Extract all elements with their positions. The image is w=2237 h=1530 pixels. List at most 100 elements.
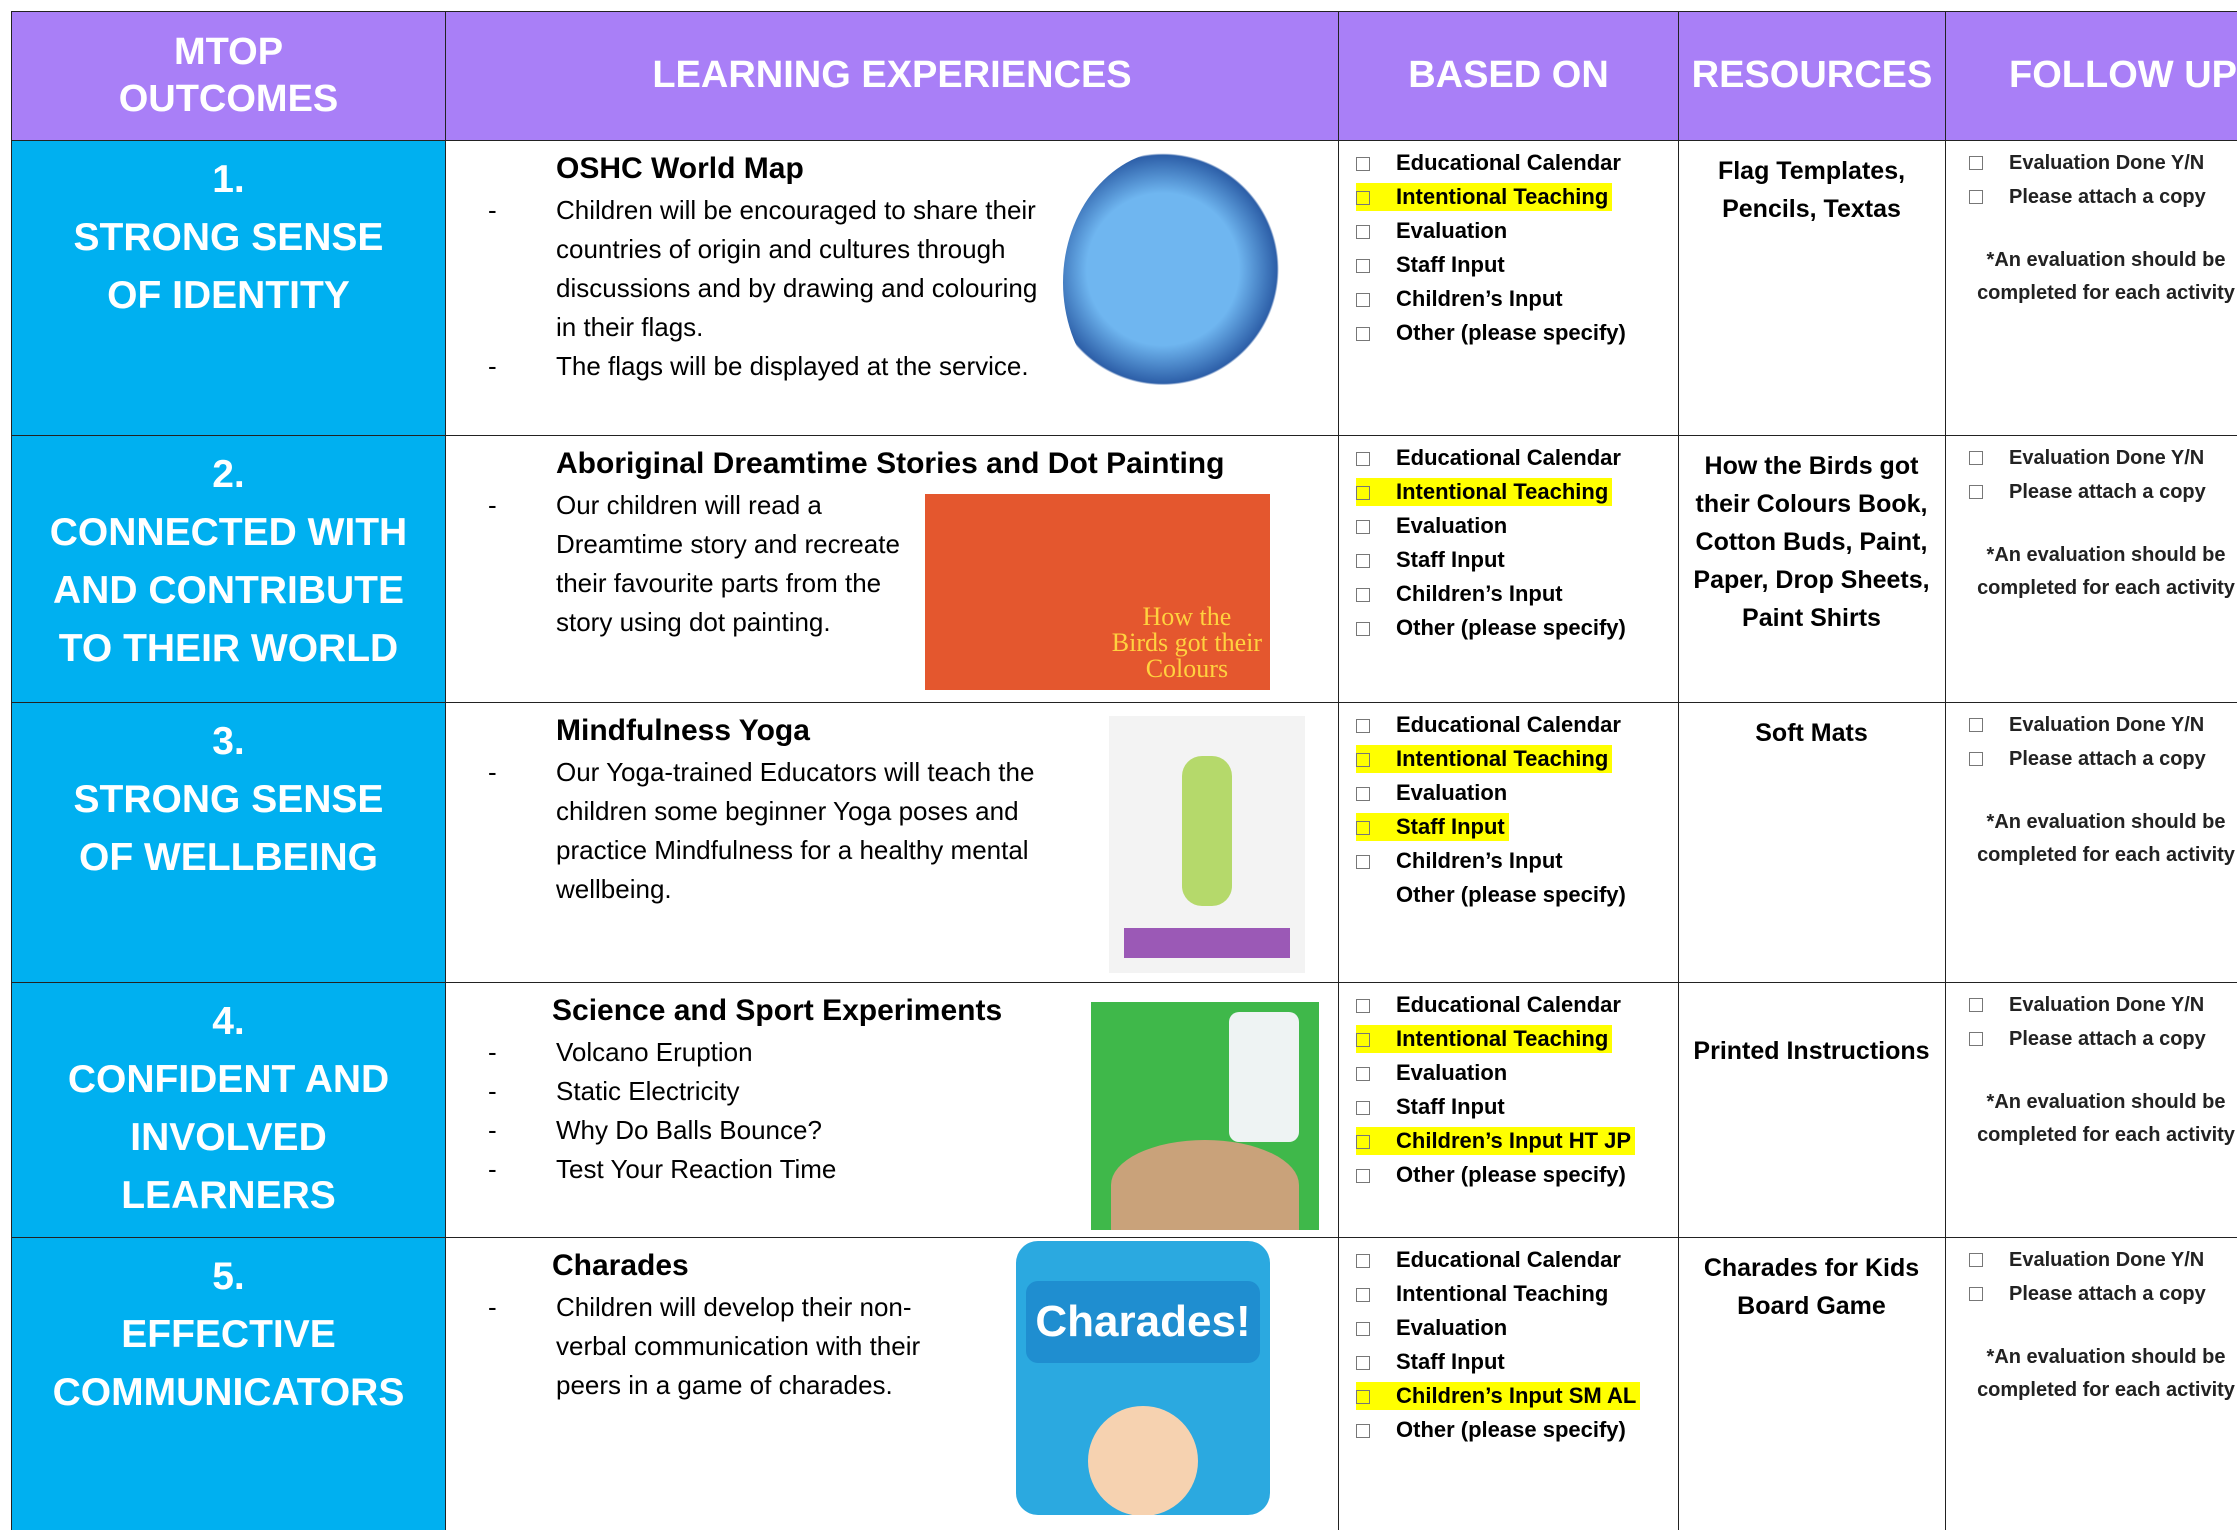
- column-header: BASED ON: [1338, 11, 1679, 141]
- based-on-text: Evaluation: [1396, 513, 1508, 538]
- follow-up-text: Please attach a copy: [2009, 186, 2206, 208]
- checkbox: [1356, 1254, 1370, 1268]
- based-on-text: Evaluation: [1396, 218, 1508, 243]
- checkbox: [1356, 622, 1370, 636]
- based-on-text: Other (please specify): [1396, 1162, 1626, 1187]
- based-on-item: Intentional Teaching: [1356, 745, 1613, 773]
- based-on-text: Educational Calendar: [1396, 712, 1621, 737]
- outcome-cell: 2. CONNECTED WITH AND CONTRIBUTE TO THEIR…: [11, 435, 446, 703]
- based-on-list: Educational Calendar Intentional Teaching…: [1356, 988, 1636, 1192]
- follow-up-item: Please attach a copy: [1969, 742, 2206, 776]
- based-on-item: Other (please specify): [1356, 316, 1626, 350]
- column-header: RESOURCES: [1678, 11, 1946, 141]
- table-cell: [1678, 982, 1946, 1238]
- based-on-text: Children’s Input: [1396, 848, 1563, 873]
- based-on-list: Educational Calendar Intentional Teaching…: [1356, 1243, 1641, 1447]
- based-on-text: Children’s Input SM AL: [1396, 1383, 1637, 1408]
- based-on-text: Staff Input: [1396, 1349, 1505, 1374]
- based-on-text: Intentional Teaching: [1396, 1281, 1609, 1306]
- checkbox: [1356, 293, 1370, 307]
- checkbox: [1356, 1424, 1370, 1438]
- checkbox: [1356, 191, 1370, 205]
- checkbox: [1969, 1253, 1983, 1267]
- based-on-text: Staff Input: [1396, 547, 1505, 572]
- bullet-text: Why Do Balls Bounce?: [556, 1115, 822, 1145]
- based-on-text: Intentional Teaching: [1396, 184, 1609, 209]
- outcome-text: EFFECTIVE COMMUNICATORS: [52, 1313, 405, 1414]
- based-on-item: Other (please specify): [1356, 1413, 1640, 1447]
- based-on-item: Evaluation: [1356, 776, 1626, 810]
- column-header: MTOP OUTCOMES: [11, 11, 446, 141]
- outcome-cell: 1. STRONG SENSE OF IDENTITY: [11, 140, 446, 436]
- follow-up-text: Evaluation Done Y/N: [2009, 447, 2205, 469]
- activity-picture: [1091, 1002, 1319, 1230]
- outcome-number: 1.: [212, 158, 245, 201]
- based-on-item: Children’s Input HT JP: [1356, 1127, 1636, 1155]
- follow-up-item: Please attach a copy: [1969, 180, 2206, 214]
- resources-text: How the Birds got their Colours Book, Co…: [1693, 452, 1930, 632]
- based-on-item: Staff Input: [1356, 1345, 1640, 1379]
- based-on-text: Evaluation: [1396, 780, 1508, 805]
- based-on-text: Staff Input: [1396, 814, 1505, 839]
- based-on-item: Staff Input: [1356, 1090, 1635, 1124]
- follow-up-text: Please attach a copy: [2009, 1028, 2206, 1050]
- activity-picture: Charades!: [1016, 1241, 1270, 1515]
- based-on-item: Evaluation: [1356, 509, 1626, 543]
- based-on-text: Other (please specify): [1396, 320, 1626, 345]
- checkbox: [1356, 999, 1370, 1013]
- checkbox: [1969, 1287, 1983, 1301]
- outcome-cell: 5. EFFECTIVE COMMUNICATORS: [11, 1237, 446, 1530]
- checkbox: [1969, 998, 1983, 1012]
- bullet-item: - The flags will be displayed at the serv…: [488, 347, 1041, 386]
- checkbox: [1356, 486, 1370, 500]
- resources-text: Printed Instructions: [1693, 1037, 1930, 1065]
- follow-up-item: Evaluation Done Y/N: [1969, 1243, 2204, 1277]
- checkbox: [1356, 1390, 1370, 1404]
- column-header: FOLLOW UP: [1945, 11, 2237, 141]
- based-on-item: Evaluation: [1356, 1311, 1640, 1345]
- based-on-text: Intentional Teaching: [1396, 479, 1609, 504]
- based-on-text: Staff Input: [1396, 1094, 1505, 1119]
- follow-up-text: Evaluation Done Y/N: [2009, 152, 2205, 174]
- bullet-dash: -: [488, 757, 497, 787]
- activity-title: Science and Sport Experiments: [552, 994, 1003, 1027]
- based-on-item: Staff Input: [1356, 813, 1509, 841]
- follow-up-item: Evaluation Done Y/N: [1969, 441, 2204, 475]
- based-on-list: Educational Calendar Intentional Teaching…: [1356, 146, 1626, 350]
- column-header: LEARNING EXPERIENCES: [445, 11, 1339, 141]
- checkbox: [1969, 190, 1983, 204]
- bullet-text: Our Yoga-trained Educators will teach th…: [556, 757, 1035, 904]
- based-on-text: Educational Calendar: [1396, 992, 1621, 1017]
- checkbox: [1356, 821, 1370, 835]
- follow-up-text: Evaluation Done Y/N: [2009, 994, 2205, 1016]
- follow-up-text: Please attach a copy: [2009, 748, 2206, 770]
- checkbox: [1969, 156, 1983, 170]
- bullet-item: - Static Electricity: [488, 1072, 1116, 1111]
- based-on-list: Educational Calendar Intentional Teaching…: [1356, 441, 1626, 645]
- bullet-item: - Our Yoga-trained Educators will teach t…: [488, 753, 1056, 909]
- picture-caption: Charades!: [1026, 1281, 1260, 1363]
- evaluation-note: *An evaluation should be completed for e…: [1977, 1346, 2235, 1401]
- checkbox: [1356, 787, 1370, 801]
- checkbox: [1356, 1101, 1370, 1115]
- bullet-item: - Children will be encouraged to share th…: [488, 191, 1041, 347]
- bullet-dash: -: [488, 195, 497, 225]
- follow-up-item: Evaluation Done Y/N: [1969, 708, 2204, 742]
- based-on-item: Other (please specify): [1356, 611, 1626, 645]
- resources-text: Flag Templates, Pencils, Textas: [1717, 157, 1906, 223]
- based-on-item: Children’s Input: [1356, 577, 1626, 611]
- bullet-list: - Volcano Eruption - Static Electricity - Why…: [488, 1033, 1116, 1189]
- checkbox: [1969, 1032, 1983, 1046]
- activity-title: Charades: [552, 1249, 689, 1282]
- bullet-item: - Test Your Reaction Time: [488, 1150, 1116, 1189]
- outcome-number: 5.: [212, 1255, 245, 1298]
- bullet-dash: -: [488, 1037, 497, 1067]
- checkbox: [1356, 1356, 1370, 1370]
- based-on-text: Educational Calendar: [1396, 150, 1621, 175]
- bullet-dash: -: [488, 490, 497, 520]
- based-on-text: Intentional Teaching: [1396, 746, 1609, 771]
- outcome-text: CONNECTED WITH AND CONTRIBUTE TO THEIR W…: [49, 511, 408, 670]
- bullet-dash: -: [488, 1076, 497, 1106]
- activity-title: OSHC World Map: [556, 152, 804, 185]
